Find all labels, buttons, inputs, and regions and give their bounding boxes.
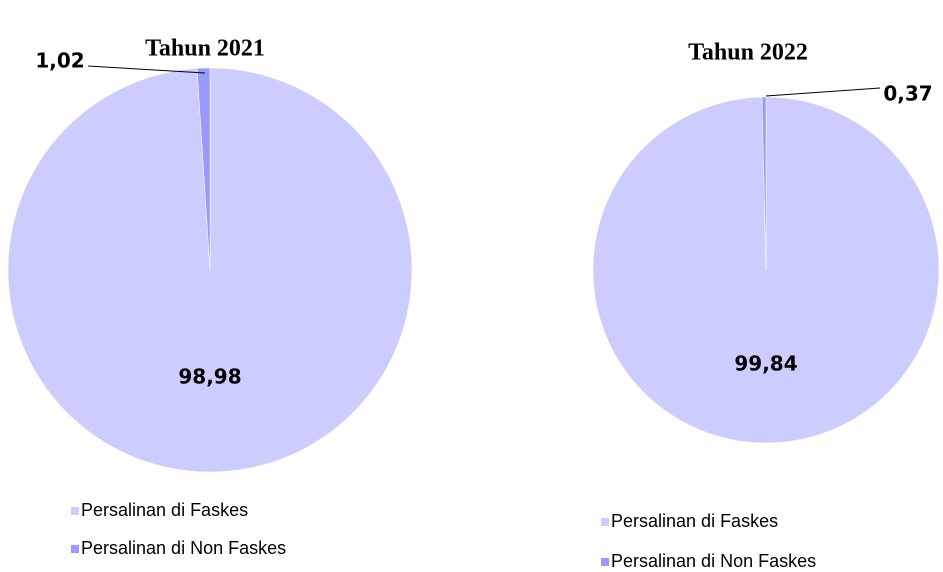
legend-swatch <box>71 507 79 515</box>
slice-label: 98,98 <box>178 365 241 389</box>
slice-label: 0,37 <box>883 82 932 106</box>
leader-line <box>765 87 881 97</box>
slice-label: 1,02 <box>35 49 84 73</box>
legend-swatch <box>601 518 609 526</box>
slice-label: 99,84 <box>734 352 797 376</box>
pie-slice <box>761 96 767 271</box>
legend-swatch <box>601 558 609 566</box>
legend-label: Persalinan di Faskes <box>81 500 248 520</box>
legend-swatch <box>71 545 79 553</box>
chart-title: Tahun 2022 <box>688 40 808 66</box>
chart-title: Tahun 2021 <box>145 36 265 62</box>
legend-label: Persalinan di Non Faskes <box>611 551 816 571</box>
legend-label: Persalinan di Faskes <box>611 511 778 531</box>
leader-line <box>87 65 206 74</box>
legend-label: Persalinan di Non Faskes <box>81 538 286 558</box>
pie-slice <box>196 67 211 271</box>
